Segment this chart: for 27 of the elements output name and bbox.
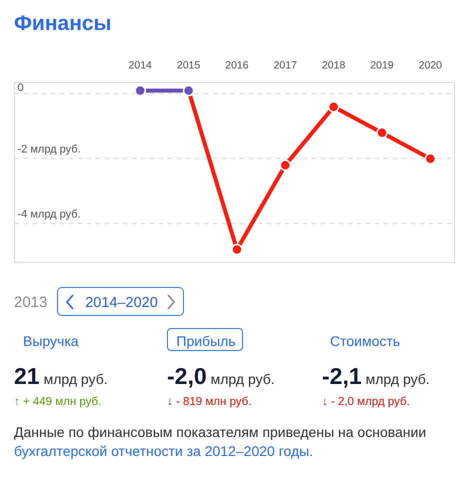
text: бухгалтерской отчетности за 2012–2020 годы. — [14, 443, 314, 459]
y-tick-label: -4 млрд руб. — [18, 208, 81, 221]
chart-title: Финансы — [13, 11, 112, 37]
y-tick-label: -2 млрд руб. — [18, 144, 81, 156]
x-tick-label: 2019 — [370, 60, 394, 72]
text: Прибыль — [168, 331, 244, 351]
text: ↓ - 2,0 млрд руб. — [322, 395, 410, 410]
y-tick-label: 0 — [18, 82, 24, 94]
x-tick-label: 2020 — [418, 60, 442, 72]
text: Данные по финансовым показателям приведены на основании — [14, 424, 426, 440]
text: -2,1 — [322, 362, 362, 391]
x-tick-label: 2014 — [128, 60, 152, 72]
x-tick-label: 2017 — [274, 60, 298, 72]
x-tick-label: 2018 — [322, 60, 346, 72]
text: млрд руб. — [366, 370, 430, 389]
text: ↑ + 449 млн руб. — [14, 395, 102, 410]
text: Стоимость — [330, 332, 400, 351]
x-tick-label: 2015 — [176, 60, 200, 72]
text: Выручка — [23, 332, 79, 351]
text: 2013 — [14, 293, 48, 313]
text: млрд руб. — [210, 370, 275, 389]
text: 21 — [14, 362, 40, 391]
text: 2014–2020 — [84, 294, 159, 313]
text: -2,0 — [167, 362, 207, 391]
text: ↓ - 819 млн руб. — [167, 395, 252, 410]
x-tick-label: 2016 — [225, 60, 249, 72]
text: млрд руб. — [44, 370, 108, 389]
